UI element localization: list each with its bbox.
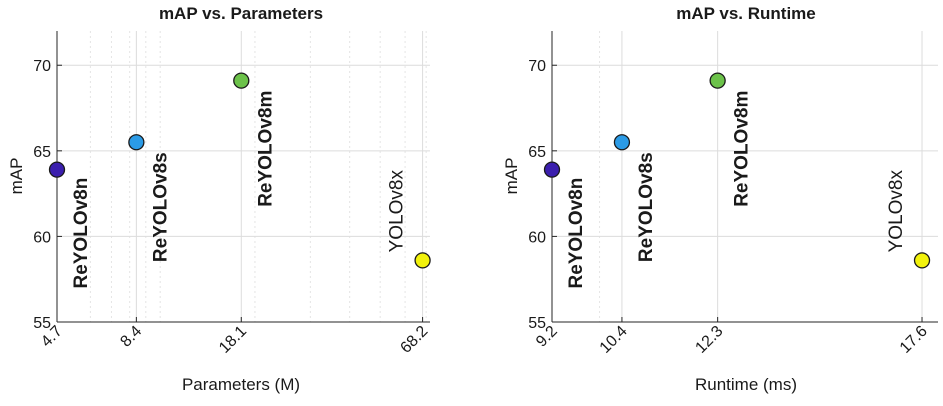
y-tick-label: 65	[33, 144, 51, 161]
data-point	[709, 72, 726, 89]
y-tick-label: 55	[528, 315, 546, 332]
data-point	[414, 252, 431, 269]
y-tick-label: 70	[33, 58, 51, 75]
data-point-label: ReYOLOv8n	[566, 178, 587, 289]
data-point-label: ReYOLOv8s	[636, 152, 657, 262]
data-point	[613, 134, 631, 151]
chart-panel-runtime: mAP vs. Runtime Runtime (ms) mAP 9.2 10.4…	[502, 4, 938, 394]
y-axis-label: mAP	[502, 158, 521, 195]
data-point-label: ReYOLOv8s	[150, 152, 171, 262]
data-point-label: YOLOv8x	[387, 170, 408, 253]
y-tick-label: 55	[33, 315, 51, 332]
x-tick-label: 8.4	[117, 323, 145, 351]
x-tick-label: 18.1	[216, 323, 250, 357]
data-point-label: YOLOv8x	[886, 170, 907, 253]
y-tick-label: 65	[528, 144, 546, 161]
x-tick-label: 10.4	[597, 323, 631, 357]
y-tick-label: 60	[33, 229, 51, 246]
chart-title: mAP vs. Runtime	[676, 4, 816, 23]
x-axis-label: Runtime (ms)	[695, 375, 797, 394]
data-point-label: ReYOLOv8m	[732, 91, 753, 207]
x-tick-label: 17.6	[897, 323, 931, 357]
y-tick-label: 70	[528, 58, 546, 75]
x-tick-label: 12.3	[692, 323, 726, 357]
chart-panel-parameters: mAP vs. Parameters Parameters (M) mAP 4.…	[7, 4, 431, 394]
data-point	[233, 72, 250, 89]
data-point	[48, 161, 66, 178]
y-axis-label: mAP	[7, 158, 26, 195]
data-point-label: ReYOLOv8m	[255, 91, 276, 207]
x-tick-label: 68.2	[397, 323, 431, 357]
y-tick-label: 60	[528, 229, 546, 246]
data-point	[543, 161, 561, 178]
data-point-label: ReYOLOv8n	[71, 178, 92, 289]
chart-title: mAP vs. Parameters	[159, 4, 323, 23]
data-point	[913, 252, 931, 269]
data-point	[128, 134, 145, 151]
x-axis-label: Parameters (M)	[182, 375, 300, 394]
